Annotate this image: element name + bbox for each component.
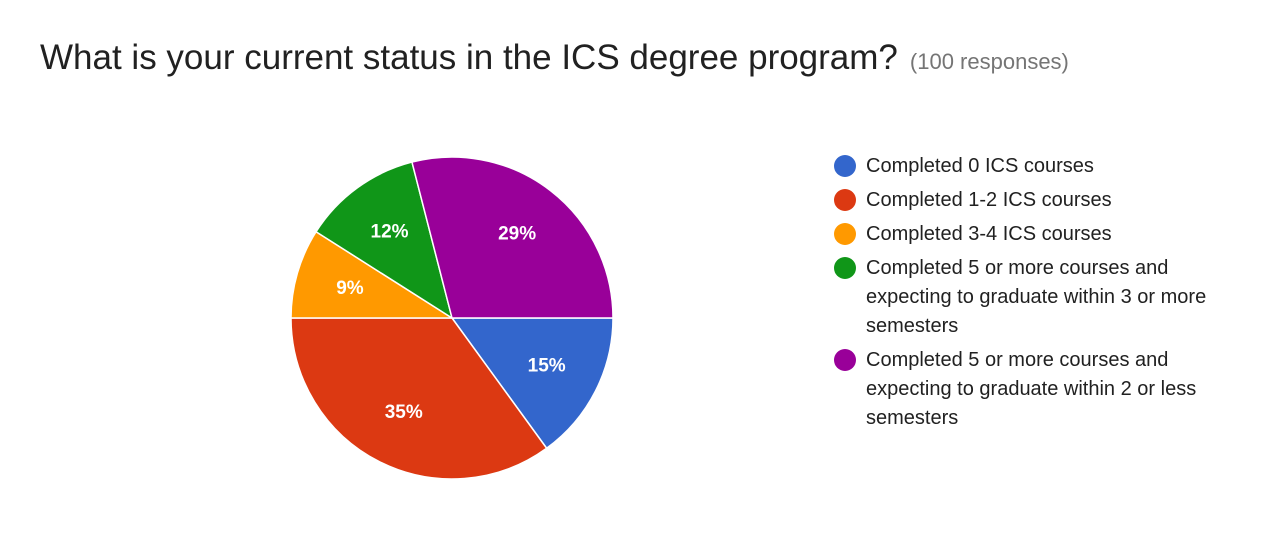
slice-label-0: 15% <box>528 356 566 377</box>
legend-swatch-0 <box>834 155 856 177</box>
pie-slice-1[interactable] <box>290 317 548 480</box>
slice-label-1: 35% <box>385 402 423 423</box>
response-count: (100 responses) <box>909 49 1069 74</box>
pie-slice-2[interactable] <box>290 230 455 319</box>
legend-item-3[interactable]: Completed 5 or more courses and expectin… <box>834 254 1234 341</box>
pie-slice-0[interactable] <box>450 317 614 450</box>
legend-item-4[interactable]: Completed 5 or more courses and expectin… <box>834 346 1234 433</box>
slice-label-3: 12% <box>371 222 409 243</box>
legend-item-2[interactable]: Completed 3-4 ICS courses <box>834 220 1234 249</box>
slice-label-4: 29% <box>498 224 536 245</box>
legend-label-3: Completed 5 or more courses and expectin… <box>866 257 1207 337</box>
slice-label-2: 9% <box>336 278 364 299</box>
legend-label-4: Completed 5 or more courses and expectin… <box>866 349 1197 429</box>
legend-label-2: Completed 3-4 ICS courses <box>866 223 1112 245</box>
legend-label-0: Completed 0 ICS courses <box>866 155 1094 177</box>
legend-swatch-2 <box>834 223 856 245</box>
legend-swatch-3 <box>834 257 856 279</box>
pie-slice-4[interactable] <box>411 156 614 319</box>
legend-item-0[interactable]: Completed 0 ICS courses <box>834 152 1234 181</box>
legend-swatch-1 <box>834 189 856 211</box>
chart-header: What is your current status in the ICS d… <box>40 38 1069 78</box>
legend: Completed 0 ICS courses Completed 1-2 IC… <box>834 152 1234 438</box>
pie-slice-3[interactable] <box>315 161 454 320</box>
chart-title: What is your current status in the ICS d… <box>40 38 898 77</box>
legend-label-1: Completed 1-2 ICS courses <box>866 189 1112 211</box>
legend-swatch-4 <box>834 349 856 371</box>
legend-item-1[interactable]: Completed 1-2 ICS courses <box>834 186 1234 215</box>
